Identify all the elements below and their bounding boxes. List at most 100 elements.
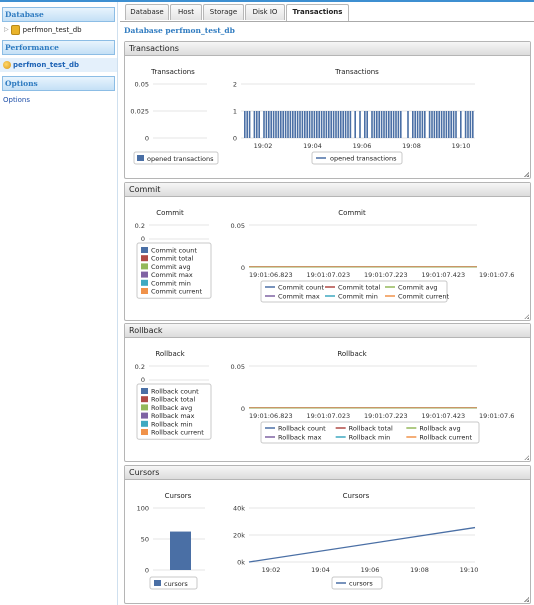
bar <box>340 111 342 138</box>
bar <box>325 111 328 138</box>
bar <box>277 111 280 138</box>
tab-storage[interactable]: Storage <box>203 4 244 20</box>
bar <box>414 111 416 138</box>
x-tick-label: 19:06 <box>353 142 372 150</box>
bar <box>450 111 452 138</box>
bar <box>378 111 380 138</box>
bar <box>445 111 448 138</box>
bar <box>289 111 292 138</box>
cursors-panel: Cursors Cursors 100 50 0 cursors Cursors 40k 20… <box>124 465 531 604</box>
x-tick-label: 19:01:07.223 <box>364 412 408 420</box>
tab-transactions[interactable]: Transactions <box>286 4 349 21</box>
legend-box <box>133 151 219 165</box>
sidebar-header-database[interactable]: Database <box>2 7 115 22</box>
x-tick-label: 19:01:06.823 <box>249 271 293 279</box>
bar <box>359 111 361 138</box>
resize-handle[interactable] <box>524 455 529 460</box>
chart-title: Cursors <box>343 492 370 500</box>
y-tick-label: 0.05 <box>231 222 245 230</box>
legend-label: Rollback avg <box>419 425 460 433</box>
legend-swatch <box>141 429 148 435</box>
legend-label: Commit max <box>151 271 193 279</box>
rollback-panel-header[interactable]: Rollback <box>125 324 530 338</box>
legend-main-box <box>260 280 448 303</box>
sidebar-item-db[interactable]: ▷ perfmon_test_db <box>0 22 117 38</box>
x-tick-label: 19:01:07.223 <box>364 271 408 279</box>
legend-label: Commit max <box>278 293 320 301</box>
tab-host[interactable]: Host <box>170 4 202 20</box>
legend-swatch <box>141 288 148 294</box>
x-tick-label: 19:02 <box>262 566 281 574</box>
bar <box>400 111 402 138</box>
sidebar-item-perf[interactable]: perfmon_test_db <box>0 58 117 72</box>
tab-bar: Database Host Storage Disk IO Transactio… <box>120 4 534 22</box>
x-tick-label: 19:01:07.423 <box>422 412 466 420</box>
bar <box>292 111 294 138</box>
bar <box>419 111 421 138</box>
tab-database[interactable]: Database <box>125 4 169 20</box>
bar <box>469 111 472 138</box>
x-tick-label: 19:01:07.023 <box>307 271 351 279</box>
legend-label: Commit total <box>151 255 194 263</box>
legend-label: Rollback count <box>278 425 326 433</box>
sidebar-item-db-label: perfmon_test_db <box>22 26 82 34</box>
legend-label: Commit min <box>338 293 378 301</box>
bar <box>395 111 397 138</box>
bar <box>170 531 191 570</box>
bar <box>248 111 251 138</box>
bar <box>272 111 275 138</box>
commit-panel: Commit Commit 0.2 0 Commit count Commit tota… <box>124 182 531 321</box>
legend-box <box>331 576 383 590</box>
legend-label: Commit avg <box>398 284 438 292</box>
resize-handle[interactable] <box>524 172 529 177</box>
bar <box>373 111 376 138</box>
bar <box>364 111 366 138</box>
bar <box>323 111 325 138</box>
legend-label: Rollback current <box>419 434 472 442</box>
legend-swatch <box>141 247 148 253</box>
cursors-panel-header[interactable]: Cursors <box>125 466 530 480</box>
bar <box>443 111 445 138</box>
legend-label: Rollback total <box>349 425 393 433</box>
bar <box>452 111 455 138</box>
x-tick-label: 19:01:07.423 <box>422 271 466 279</box>
expand-arrow-icon[interactable]: ▷ <box>4 26 9 33</box>
commit-panel-header[interactable]: Commit <box>125 183 530 197</box>
transactions-panel-header[interactable]: Transactions <box>125 42 530 56</box>
resize-handle[interactable] <box>524 314 529 319</box>
y-tick-label: 0k <box>237 559 245 567</box>
main-content: Database Host Storage Disk IO Transactio… <box>120 2 534 605</box>
sidebar-options-link[interactable]: Options <box>3 96 31 104</box>
bar <box>313 111 316 138</box>
rollback-panel: Rollback Rollback 0.2 0 Rollback count Rollb… <box>124 323 531 462</box>
sidebar-header-options[interactable]: Options <box>2 76 115 91</box>
legend-small-box <box>136 242 212 299</box>
x-tick-label: 19:04 <box>303 142 322 150</box>
bar <box>270 111 272 138</box>
bar <box>440 111 443 138</box>
x-tick-label: 19:08 <box>410 566 429 574</box>
sidebar-header-performance[interactable]: Performance <box>2 40 115 55</box>
x-tick-label: 19:06 <box>361 566 380 574</box>
resize-handle[interactable] <box>524 597 529 602</box>
legend-swatch <box>141 271 148 278</box>
legend-swatch <box>141 263 148 270</box>
y-tick-label: 0 <box>145 567 149 575</box>
y-tick-label: 0.2 <box>135 363 145 371</box>
bar <box>320 111 323 138</box>
legend-label: Commit current <box>398 293 449 301</box>
legend-main-box <box>260 421 480 444</box>
bar <box>436 111 438 138</box>
x-tick-label: 19:08 <box>402 142 421 150</box>
bar <box>287 111 289 138</box>
x-tick-label: 19:02 <box>254 142 273 150</box>
bar <box>304 111 306 138</box>
bar <box>392 111 395 138</box>
y-tick-label: 0 <box>141 376 145 384</box>
legend-label: Commit current <box>151 288 202 296</box>
tab-disk-io[interactable]: Disk IO <box>245 4 285 20</box>
sidebar: Database ▷ perfmon_test_db Performance p… <box>0 2 118 605</box>
bar <box>344 111 347 138</box>
bar <box>328 111 330 138</box>
